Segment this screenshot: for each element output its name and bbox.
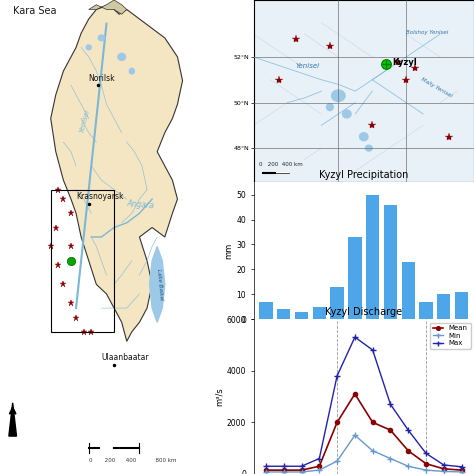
Line: Max: Max <box>263 334 465 470</box>
Text: Angara: Angara <box>127 199 155 210</box>
Text: Maliy Yenisei: Maliy Yenisei <box>420 77 453 99</box>
Mean <box>388 427 393 433</box>
Mean <box>459 467 465 473</box>
Text: Krasnoyarsk: Krasnoyarsk <box>76 192 124 201</box>
Mean <box>405 448 411 454</box>
Min <box>281 469 287 474</box>
Bar <box>366 195 379 319</box>
Max <box>352 334 358 340</box>
Min <box>423 467 429 473</box>
Y-axis label: mm: mm <box>224 243 233 259</box>
Max <box>370 347 375 353</box>
Text: 0       200      400           800 km: 0 200 400 800 km <box>89 458 176 463</box>
Polygon shape <box>51 5 182 341</box>
Bar <box>295 311 308 319</box>
X-axis label: Month: Month <box>351 337 377 346</box>
Min <box>459 469 465 474</box>
Mean <box>370 419 375 425</box>
Text: Norilsk: Norilsk <box>89 73 115 82</box>
Mean <box>441 466 447 472</box>
Polygon shape <box>150 246 165 322</box>
Mean <box>299 467 304 473</box>
Text: Kara Sea: Kara Sea <box>13 6 56 16</box>
Mean <box>317 464 322 469</box>
Max <box>317 456 322 461</box>
Line: Mean: Mean <box>264 392 464 472</box>
Min <box>317 467 322 473</box>
Ellipse shape <box>86 45 91 50</box>
Min <box>334 458 340 464</box>
Text: Ulaanbaatar: Ulaanbaatar <box>101 353 149 362</box>
Max <box>263 464 269 469</box>
Text: Kyzyl: Kyzyl <box>392 58 417 67</box>
Min <box>441 469 447 474</box>
Text: Bolshoy Yenisei: Bolshoy Yenisei <box>406 30 448 35</box>
Max <box>299 464 304 469</box>
Text: Lake Baikal: Lake Baikal <box>156 269 164 300</box>
Min <box>405 464 411 469</box>
Ellipse shape <box>129 68 134 74</box>
Polygon shape <box>89 0 127 14</box>
Bar <box>51 190 114 332</box>
Ellipse shape <box>327 104 333 110</box>
Ellipse shape <box>98 35 105 41</box>
Bar <box>330 287 344 319</box>
Min <box>299 469 304 474</box>
Line: Min: Min <box>263 432 465 474</box>
Min <box>388 456 393 461</box>
Max <box>423 450 429 456</box>
Ellipse shape <box>365 145 372 151</box>
Text: Yenisei: Yenisei <box>79 109 91 134</box>
Mean <box>334 419 340 425</box>
Ellipse shape <box>343 110 351 118</box>
Bar <box>277 309 291 319</box>
Bar <box>259 301 273 319</box>
Max <box>334 373 340 379</box>
Bar <box>348 237 362 319</box>
Max <box>459 464 465 470</box>
Max <box>441 462 447 468</box>
Max <box>388 401 393 407</box>
Ellipse shape <box>331 90 345 101</box>
Mean <box>263 467 269 473</box>
Text: Yenisei: Yenisei <box>296 64 320 69</box>
Polygon shape <box>9 403 17 436</box>
Mean <box>352 391 358 397</box>
Title: Kyzyl Discharge: Kyzyl Discharge <box>325 307 402 317</box>
Mean <box>423 461 429 466</box>
Ellipse shape <box>359 133 368 141</box>
Max <box>281 464 287 469</box>
Min <box>370 448 375 454</box>
Bar <box>455 292 468 319</box>
Text: 0   200  400 km: 0 200 400 km <box>259 163 302 167</box>
Bar <box>437 294 450 319</box>
Min <box>263 469 269 474</box>
Title: Kyzyl Precipitation: Kyzyl Precipitation <box>319 170 409 180</box>
Min <box>352 432 358 438</box>
Bar <box>401 262 415 319</box>
Ellipse shape <box>118 53 126 60</box>
Y-axis label: m³/s: m³/s <box>215 387 224 406</box>
Bar <box>313 307 326 319</box>
Legend: Mean, Min, Max: Mean, Min, Max <box>430 322 471 349</box>
Bar <box>384 205 397 319</box>
Mean <box>281 467 287 473</box>
Bar <box>419 301 433 319</box>
Max <box>405 427 411 433</box>
